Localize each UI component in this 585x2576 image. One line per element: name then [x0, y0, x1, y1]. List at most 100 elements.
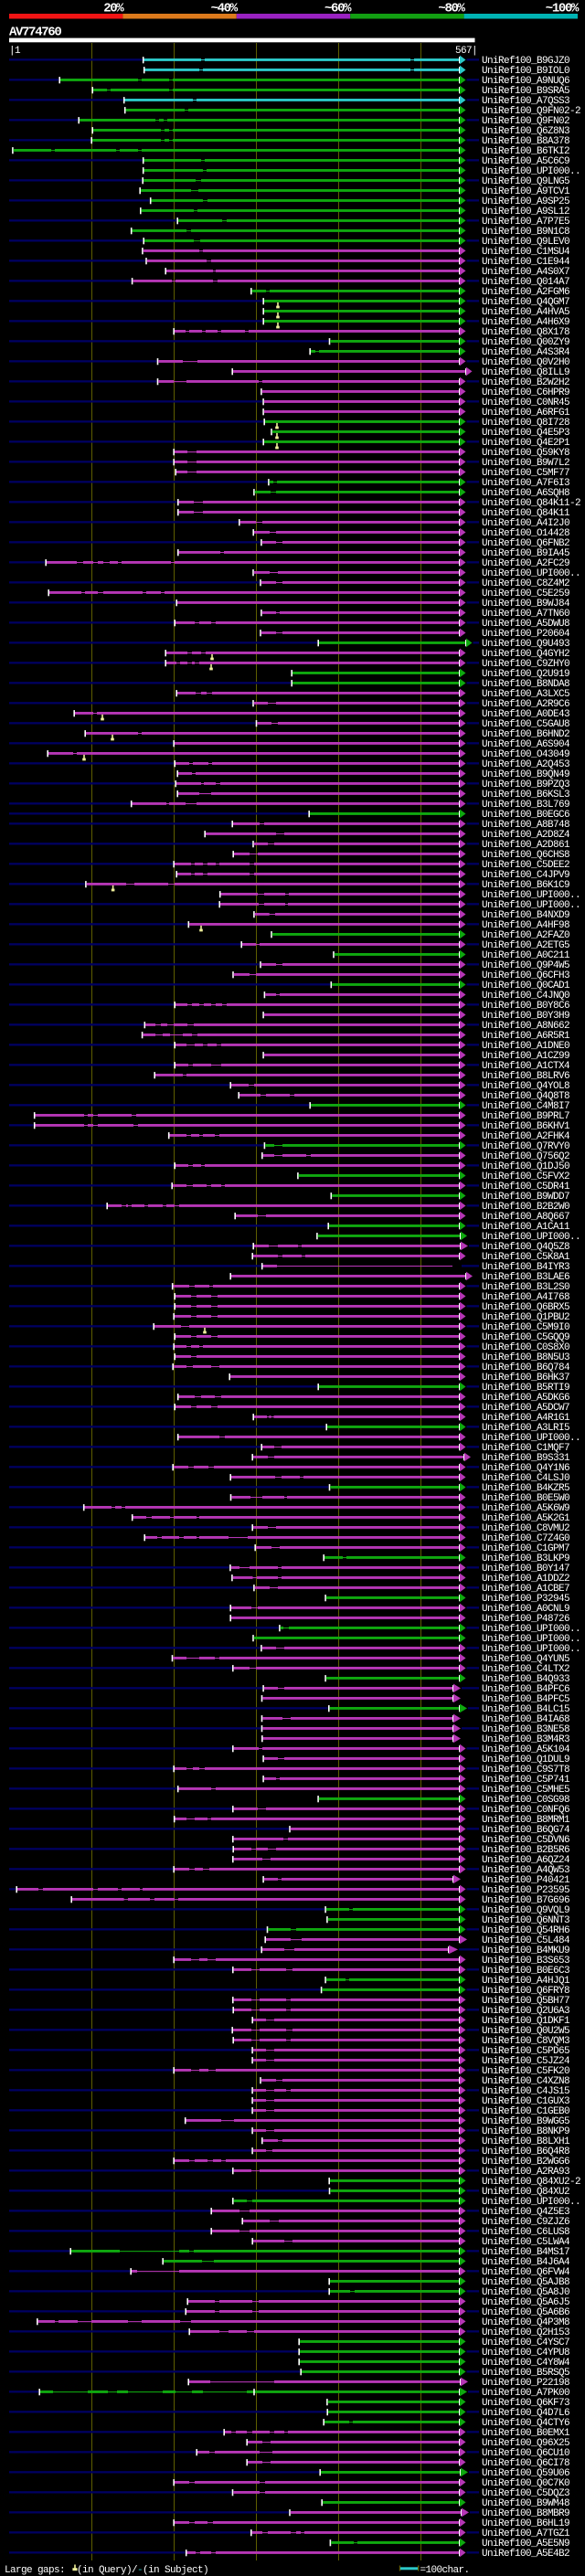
- svg-text:UniRef100_Q4E2P1: UniRef100_Q4E2P1: [482, 438, 570, 449]
- svg-text:UniRef100_B4LC15: UniRef100_B4LC15: [482, 1704, 569, 1715]
- svg-text:UniRef100_A1DNE0: UniRef100_A1DNE0: [482, 1041, 569, 1052]
- svg-text:UniRef100_UPI000..: UniRef100_UPI000..: [482, 1433, 580, 1444]
- svg-text:UniRef100_C5P741: UniRef100_C5P741: [482, 1775, 570, 1786]
- svg-text:AV774760: AV774760: [9, 26, 61, 40]
- svg-text:UniRef100_B9N1C8: UniRef100_B9N1C8: [482, 227, 569, 238]
- svg-text:UniRef100_A0C211: UniRef100_A0C211: [482, 950, 570, 961]
- svg-text:UniRef100_Q5A6J5: UniRef100_Q5A6J5: [482, 2297, 569, 2308]
- svg-text:UniRef100_Q96X25: UniRef100_Q96X25: [482, 2438, 569, 2449]
- svg-text:UniRef100_Q6CFH3: UniRef100_Q6CFH3: [482, 970, 569, 981]
- svg-text:UniRef100_Q59KY8: UniRef100_Q59KY8: [482, 448, 569, 459]
- svg-text:UniRef100_A8B748: UniRef100_A8B748: [482, 820, 569, 831]
- svg-text:UniRef100_C1GUX3: UniRef100_C1GUX3: [482, 2096, 569, 2107]
- svg-text:(in Query)/: (in Query)/: [77, 2565, 137, 2576]
- svg-text:UniRef100_A6RFG1: UniRef100_A6RFG1: [482, 408, 570, 419]
- svg-text:UniRef100_B7G696: UniRef100_B7G696: [482, 1895, 569, 1906]
- svg-text:UniRef100_B8MRM1: UniRef100_B8MRM1: [482, 1815, 570, 1826]
- svg-text:UniRef100_B0Y147: UniRef100_B0Y147: [482, 1564, 569, 1574]
- svg-text:UniRef100_B4J6A4: UniRef100_B4J6A4: [482, 2257, 570, 2268]
- svg-text:UniRef100_A1CBE7: UniRef100_A1CBE7: [482, 1584, 569, 1595]
- svg-text:UniRef100_C5DQZ3: UniRef100_C5DQZ3: [482, 2488, 569, 2499]
- svg-text:UniRef100_Q0C7K0: UniRef100_Q0C7K0: [482, 2478, 569, 2489]
- svg-text:UniRef100_B8LXH1: UniRef100_B8LXH1: [482, 2136, 570, 2147]
- svg-text:UniRef100_C7Z4G0: UniRef100_C7Z4G0: [482, 1533, 569, 1544]
- svg-text:UniRef100_C8VMU2: UniRef100_C8VMU2: [482, 1523, 569, 1534]
- svg-text:UniRef100_A2FHK4: UniRef100_A2FHK4: [482, 1131, 570, 1142]
- svg-text:UniRef100_A2RA93: UniRef100_A2RA93: [482, 2167, 569, 2178]
- svg-text:UniRef100_Q6KF73: UniRef100_Q6KF73: [482, 2398, 569, 2409]
- svg-text:UniRef100_Q4CTY6: UniRef100_Q4CTY6: [482, 2418, 569, 2429]
- svg-text:UniRef100_Q9P4W5: UniRef100_Q9P4W5: [482, 960, 569, 971]
- svg-text:UniRef100_Q8I728: UniRef100_Q8I728: [482, 418, 569, 429]
- svg-text:UniRef100_A5E5N9: UniRef100_A5E5N9: [482, 2539, 569, 2549]
- svg-text:UniRef100_B2B2W0: UniRef100_B2B2W0: [482, 1202, 569, 1213]
- svg-text:UniRef100_Q0U2W5: UniRef100_Q0U2W5: [482, 2026, 569, 2037]
- svg-text:UniRef100_B6TKI2: UniRef100_B6TKI2: [482, 146, 569, 157]
- svg-text:UniRef100_Q6FVW4: UniRef100_Q6FVW4: [482, 2267, 570, 2278]
- svg-text:UniRef100_P20604: UniRef100_P20604: [482, 629, 570, 640]
- svg-text:UniRef100_B2B5R6: UniRef100_B2B5R6: [482, 1845, 569, 1856]
- svg-text:UniRef100_Q9VQL9: UniRef100_Q9VQL9: [482, 1905, 569, 1916]
- svg-text:UniRef100_Q4YOL8: UniRef100_Q4YOL8: [482, 1081, 569, 1092]
- svg-text:UniRef100_Q6BRX5: UniRef100_Q6BRX5: [482, 1302, 569, 1313]
- svg-text:UniRef100_C8Z4M2: UniRef100_C8Z4M2: [482, 578, 569, 589]
- svg-text:UniRef100_A5DCW7: UniRef100_A5DCW7: [482, 1403, 569, 1414]
- svg-text:UniRef100_C5DEE2: UniRef100_C5DEE2: [482, 860, 569, 871]
- svg-text:UniRef100_O43049: UniRef100_O43049: [482, 749, 569, 760]
- svg-text:~40%: ~40%: [211, 2, 239, 16]
- svg-text:20%: 20%: [103, 2, 124, 16]
- svg-text:UniRef100_P23595: UniRef100_P23595: [482, 1885, 569, 1896]
- svg-text:UniRef100_Q756Q2: UniRef100_Q756Q2: [482, 1151, 569, 1162]
- svg-text:UniRef100_Q59U06: UniRef100_Q59U06: [482, 2468, 569, 2479]
- svg-text:UniRef100_Q0CAD1: UniRef100_Q0CAD1: [482, 981, 570, 991]
- svg-text:UniRef100_B4MKU9: UniRef100_B4MKU9: [482, 1945, 569, 1956]
- svg-text:UniRef100_C5PD65: UniRef100_C5PD65: [482, 2046, 569, 2057]
- svg-text:UniRef100_B6KHV1: UniRef100_B6KHV1: [482, 1121, 570, 1132]
- svg-text:UniRef100_Q9FN02: UniRef100_Q9FN02: [482, 116, 569, 127]
- svg-text:UniRef100_Q4D7L6: UniRef100_Q4D7L6: [482, 2408, 569, 2419]
- svg-text:UniRef100_UPI000..: UniRef100_UPI000..: [482, 2197, 580, 2208]
- svg-text:UniRef100_Q4Q5Z8: UniRef100_Q4Q5Z8: [482, 1242, 569, 1253]
- svg-text:UniRef100_B3L2S0: UniRef100_B3L2S0: [482, 1282, 569, 1293]
- svg-text:UniRef100_A7TN60: UniRef100_A7TN60: [482, 609, 569, 620]
- svg-text:UniRef100_A2ETG5: UniRef100_A2ETG5: [482, 940, 569, 951]
- svg-text:UniRef100_Q9LEV0: UniRef100_Q9LEV0: [482, 237, 569, 248]
- svg-text:UniRef100_C1GPM7: UniRef100_C1GPM7: [482, 1543, 569, 1554]
- svg-text:UniRef100_A9NUQ6: UniRef100_A9NUQ6: [482, 76, 569, 87]
- svg-text:UniRef100_B4PFC5: UniRef100_B4PFC5: [482, 1694, 569, 1705]
- svg-text:UniRef100_C4XZN8: UniRef100_C4XZN8: [482, 2076, 569, 2087]
- svg-text:UniRef100_B9IA45: UniRef100_B9IA45: [482, 548, 569, 559]
- svg-text:UniRef100_A6R5R1: UniRef100_A6R5R1: [482, 1031, 570, 1042]
- svg-text:UniRef100_A8Q667: UniRef100_A8Q667: [482, 1212, 569, 1223]
- svg-text:UniRef100_Q5A8J0: UniRef100_Q5A8J0: [482, 2287, 569, 2298]
- svg-text:UniRef100_Q00ZY9: UniRef100_Q00ZY9: [482, 337, 569, 348]
- svg-text:UniRef100_A4I768: UniRef100_A4I768: [482, 1292, 569, 1303]
- svg-text:|1: |1: [9, 46, 21, 57]
- svg-text:UniRef100_UPI000..: UniRef100_UPI000..: [482, 1232, 580, 1243]
- svg-text:UniRef100_Q1DKF1: UniRef100_Q1DKF1: [482, 2016, 570, 2027]
- svg-text:UniRef100_C5M9I0: UniRef100_C5M9I0: [482, 1322, 569, 1333]
- svg-text:(in Subject): (in Subject): [143, 2565, 208, 2576]
- svg-text:UniRef100_A4I2J0: UniRef100_A4I2J0: [482, 518, 569, 529]
- svg-text:UniRef100_C4YSC7: UniRef100_C4YSC7: [482, 2337, 569, 2348]
- svg-text:UniRef100_Q2U6A3: UniRef100_Q2U6A3: [482, 2006, 569, 2017]
- svg-text:UniRef100_B2WGG6: UniRef100_B2WGG6: [482, 2157, 569, 2168]
- svg-text:UniRef100_B6HND2: UniRef100_B6HND2: [482, 729, 569, 740]
- svg-text:UniRef100_B9GJZ0: UniRef100_B9GJZ0: [482, 56, 569, 67]
- svg-text:UniRef100_Q4E5P3: UniRef100_Q4E5P3: [482, 428, 569, 439]
- svg-text:UniRef100_A6QZ24: UniRef100_A6QZ24: [482, 1855, 570, 1866]
- svg-text:UniRef100_A2D861: UniRef100_A2D861: [482, 840, 570, 851]
- svg-text:UniRef100_Q1DUL9: UniRef100_Q1DUL9: [482, 1754, 569, 1765]
- svg-text:UniRef100_C0NR45: UniRef100_C0NR45: [482, 398, 569, 408]
- svg-text:UniRef100_B6HK37: UniRef100_B6HK37: [482, 1373, 569, 1383]
- svg-text:UniRef100_A2D8Z4: UniRef100_A2D8Z4: [482, 830, 570, 841]
- svg-text:UniRef100_C5DVN6: UniRef100_C5DVN6: [482, 1835, 569, 1846]
- svg-text:UniRef100_Q6FRY8: UniRef100_Q6FRY8: [482, 1986, 569, 1997]
- svg-text:UniRef100_Q84K11-2: UniRef100_Q84K11-2: [482, 498, 580, 509]
- svg-text:UniRef100_B3LAE6: UniRef100_B3LAE6: [482, 1272, 569, 1283]
- svg-text:UniRef100_C5LWA4: UniRef100_C5LWA4: [482, 2237, 570, 2248]
- svg-text:UniRef100_C4YPU8: UniRef100_C4YPU8: [482, 2348, 569, 2359]
- svg-text:UniRef100_B9W7L2: UniRef100_B9W7L2: [482, 458, 569, 469]
- svg-text:UniRef100_A1CA11: UniRef100_A1CA11: [482, 1222, 570, 1233]
- svg-text:UniRef100_C4JNQ0: UniRef100_C4JNQ0: [482, 991, 569, 1002]
